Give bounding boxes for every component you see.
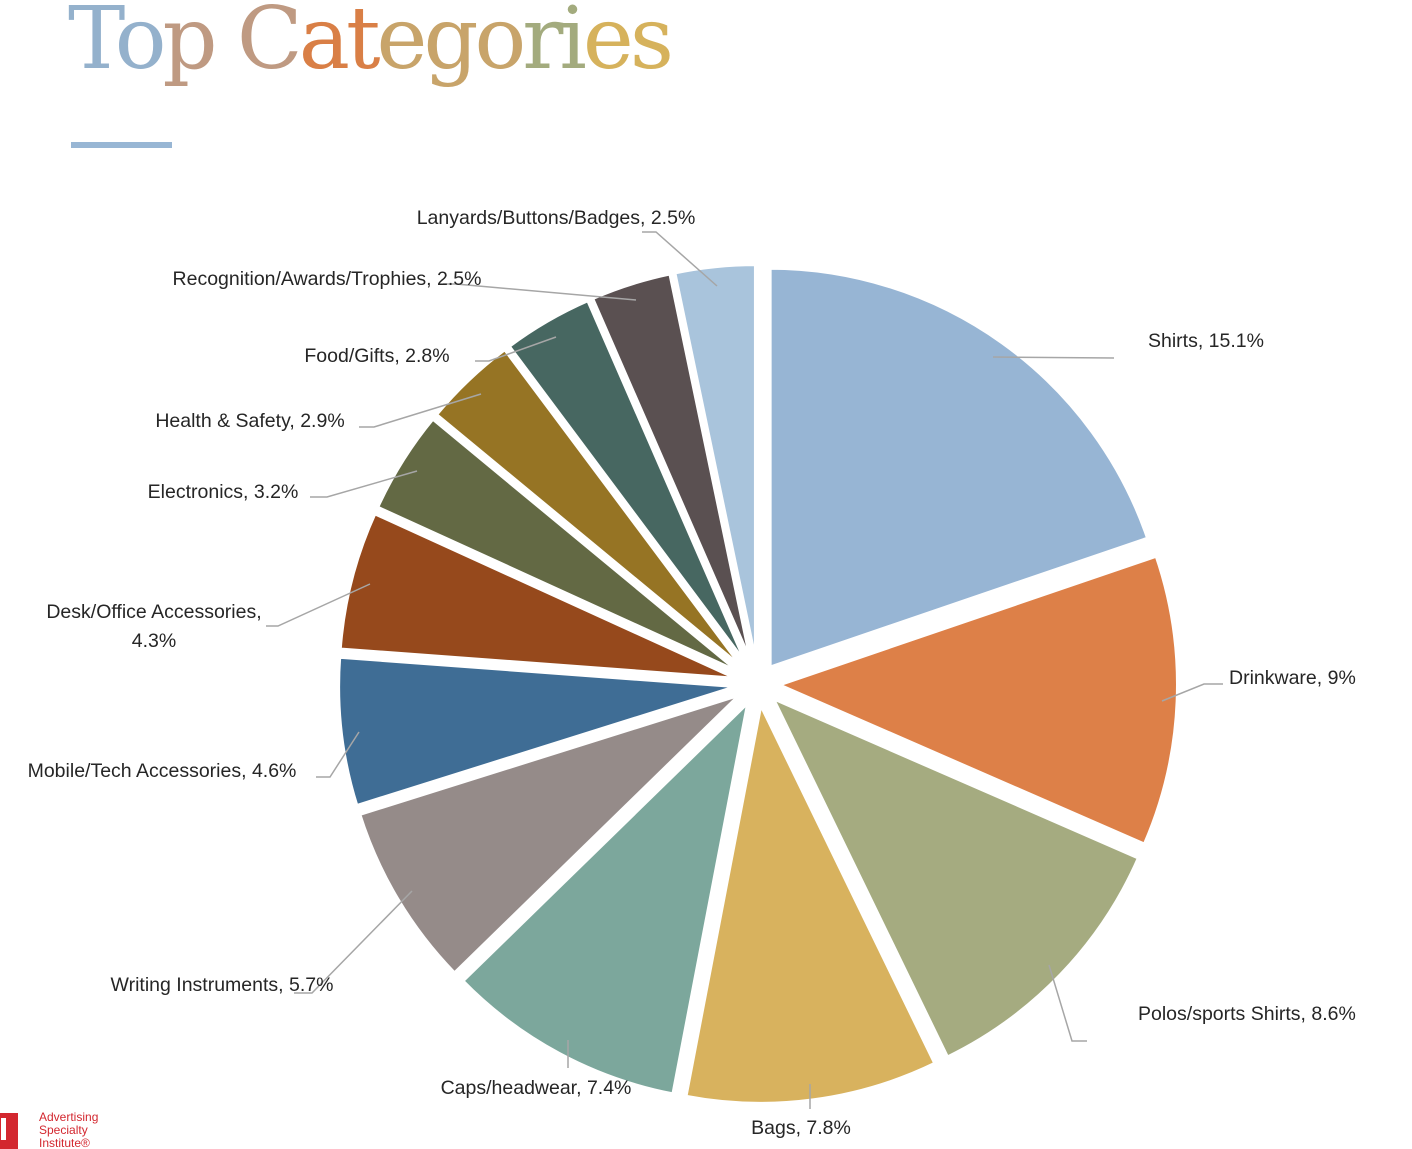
slice-label: Polos/sports Shirts, 8.6%	[1138, 1003, 1356, 1025]
pie-slice	[775, 553, 1180, 847]
slice-label: Food/Gifts, 2.8%	[304, 345, 449, 367]
title-underline	[71, 142, 172, 148]
slice-label: Mobile/Tech Accessories, 4.6%	[28, 760, 297, 782]
slice-label: Desk/Office Accessories, 4.3%	[46, 601, 261, 652]
slice-label: Bags, 7.8%	[751, 1117, 851, 1139]
pie-slice	[460, 699, 751, 1097]
asi-logo-text: Advertising Specialty Institute®	[39, 1111, 98, 1149]
pie-slice	[375, 416, 744, 676]
pie-slice	[672, 262, 758, 667]
leader-line	[294, 890, 413, 994]
leader-lines	[266, 231, 1223, 1109]
pie-slices	[336, 262, 1180, 1106]
leader-line	[642, 231, 718, 287]
slice-label: Electronics, 3.2%	[148, 481, 299, 503]
leader-line	[992, 356, 1115, 359]
pie-slice	[337, 511, 741, 682]
pie-slice	[770, 695, 1142, 1060]
pie-slice	[357, 692, 743, 976]
slice-label: Caps/headwear, 7.4%	[441, 1077, 632, 1099]
slice-label: Writing Instruments, 5.7%	[111, 974, 334, 996]
leader-line	[316, 731, 360, 778]
page-title: Top Categories	[68, 0, 674, 89]
leader-line	[475, 336, 557, 362]
asi-logo: Advertising Specialty Institute®	[0, 1110, 120, 1149]
logo-line: Advertising	[39, 1110, 99, 1124]
leader-line	[359, 393, 482, 428]
slice-label: Health & Safety, 2.9%	[155, 410, 344, 432]
slice-label: Lanyards/Buttons/Badges, 2.5%	[417, 207, 696, 229]
slice-label: Recognition/Awards/Trophies, 2.5%	[173, 268, 482, 290]
logo-line: Specialty	[39, 1123, 88, 1137]
leader-line	[1048, 964, 1087, 1042]
slice-labels: Shirts, 15.1% Drinkware, 9% Polos/sports S…	[28, 207, 1356, 1139]
slice-label: Shirts, 15.1%	[1148, 330, 1264, 352]
pie-slice	[336, 654, 741, 809]
asi-logo-mark	[0, 1113, 18, 1149]
pie-slice	[683, 701, 938, 1106]
pie-slice	[506, 298, 750, 669]
pie-slice	[590, 271, 754, 667]
pie-slice	[767, 265, 1151, 670]
leader-line	[266, 583, 371, 627]
pie-slice	[433, 347, 747, 672]
leader-line	[310, 470, 418, 498]
slice-label: Drinkware, 9%	[1229, 667, 1356, 689]
logo-line: Institute®	[39, 1136, 90, 1149]
leader-line	[443, 283, 637, 301]
leader-line	[1161, 683, 1223, 702]
